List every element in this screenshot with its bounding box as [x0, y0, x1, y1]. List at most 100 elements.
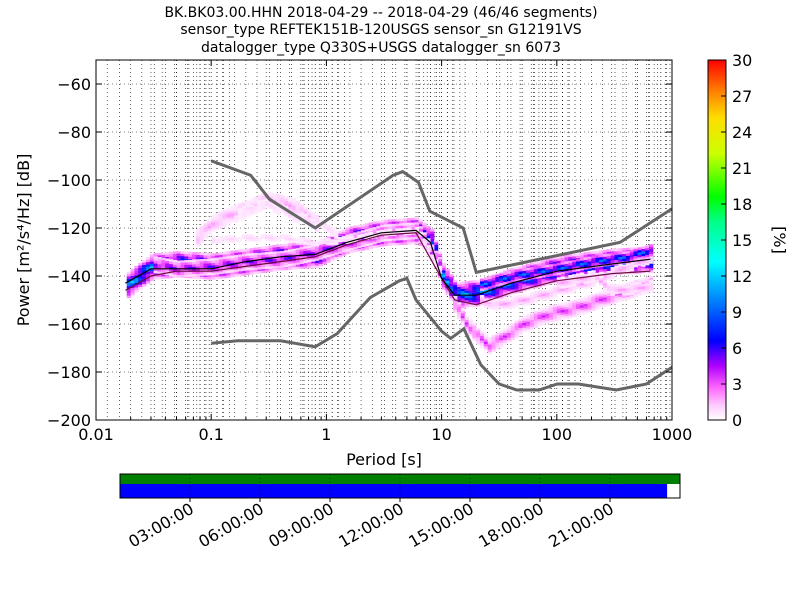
heatmap-cell [633, 282, 638, 286]
heatmap-cell [487, 304, 493, 307]
heatmap-cell [529, 327, 535, 330]
heatmap-cell [618, 259, 623, 262]
heatmap-cell [318, 252, 324, 255]
heatmap-cell [483, 336, 489, 340]
heatmap-cell [261, 195, 266, 199]
heatmap-cell [215, 222, 220, 226]
heatmap-cell [218, 271, 224, 275]
heatmap-cell [245, 200, 251, 203]
heatmap-cell [464, 324, 469, 328]
heatmap-cell [514, 286, 519, 289]
heatmap-cell [506, 332, 512, 336]
heatmap-cell [495, 279, 500, 282]
heatmap-cell [541, 322, 546, 325]
heatmap-cell [583, 286, 589, 290]
heatmap-cell [579, 260, 585, 264]
heatmap-cell [518, 265, 523, 269]
heatmap-cell [545, 292, 550, 296]
heatmap-cell [556, 318, 562, 321]
heatmap-cell [276, 198, 281, 202]
heatmap-cell [545, 261, 550, 264]
heatmap-cell [207, 255, 212, 259]
heatmap-cell [464, 300, 469, 303]
timeline-tick-label: 06:00:00 [195, 499, 267, 551]
heatmap-cell [560, 290, 565, 294]
heatmap-cell [483, 296, 489, 299]
heatmap-cell [625, 258, 631, 261]
heatmap-cell [622, 293, 627, 296]
heatmap-cell [506, 306, 512, 310]
heatmap-cell [142, 284, 147, 287]
heatmap-cell [126, 295, 132, 299]
heatmap-cell [506, 280, 512, 284]
heatmap-cell [311, 240, 316, 244]
heatmap-cell [349, 238, 354, 241]
heatmap-cell [472, 287, 477, 290]
heatmap-cell [533, 273, 539, 277]
heatmap-cell [414, 219, 420, 223]
heatmap-cell [418, 219, 423, 222]
heatmap-cell [253, 239, 258, 242]
heatmap-cell [280, 246, 285, 249]
y-tick-label: −120 [47, 219, 91, 238]
heatmap-cell [529, 299, 535, 302]
heatmap-cell [288, 201, 293, 205]
heatmap-cell [499, 342, 504, 346]
heatmap-cell [602, 249, 608, 253]
heatmap-cell [537, 289, 542, 293]
heatmap-cell [295, 247, 301, 251]
heatmap-cell [460, 305, 466, 309]
heatmap-cell [487, 276, 493, 280]
heatmap-cell [288, 235, 293, 238]
heatmap-cell [468, 280, 473, 284]
heatmap-cell [587, 309, 592, 313]
heatmap-cell [464, 288, 469, 291]
heatmap-cell [503, 294, 508, 298]
heatmap-cell [599, 303, 604, 306]
heatmap-cell [422, 225, 427, 228]
heatmap-cell [648, 280, 654, 283]
heatmap-cell [291, 267, 297, 270]
heatmap-cell [506, 325, 512, 329]
heatmap-cell [176, 262, 181, 266]
heatmap-cell [552, 273, 558, 276]
heatmap-cell [499, 271, 504, 275]
heatmap-cell [192, 269, 197, 272]
heatmap-cell [499, 286, 504, 289]
heatmap-cell [272, 247, 277, 250]
heatmap-cell [353, 225, 358, 229]
heatmap-cell [238, 256, 243, 260]
heatmap-cell [564, 280, 569, 284]
heatmap-cell [341, 253, 347, 256]
heatmap-cell [468, 319, 473, 322]
heatmap-cell [211, 272, 216, 276]
heatmap-cell [268, 206, 274, 210]
heatmap-cell [552, 256, 558, 260]
heatmap-cell [602, 254, 608, 257]
heatmap-cell [249, 239, 254, 242]
heatmap-cell [307, 247, 312, 251]
heatmap-cell [537, 311, 542, 315]
heatmap-cell [249, 210, 254, 214]
heatmap-cell [384, 224, 389, 227]
heatmap-cell [529, 312, 535, 316]
heatmap-cell [418, 221, 423, 225]
heatmap-cell [491, 293, 496, 297]
heatmap-cell [192, 261, 197, 265]
heatmap-cell [495, 301, 500, 304]
heatmap-cell [314, 253, 320, 256]
heatmap-cell [610, 299, 615, 302]
heatmap-cell [145, 266, 151, 270]
heatmap-cell [499, 293, 504, 296]
heatmap-cell [441, 272, 446, 276]
heatmap-cell [215, 255, 220, 258]
heatmap-cell [192, 252, 197, 255]
heatmap-cell [142, 272, 147, 275]
heatmap-cell [468, 295, 473, 298]
heatmap-cell [245, 205, 251, 208]
heatmap-cell [168, 256, 174, 260]
heatmap-cell [326, 242, 331, 246]
heatmap-cell [506, 304, 512, 307]
heatmap-cell [291, 253, 297, 256]
heatmap-cell [203, 258, 208, 262]
